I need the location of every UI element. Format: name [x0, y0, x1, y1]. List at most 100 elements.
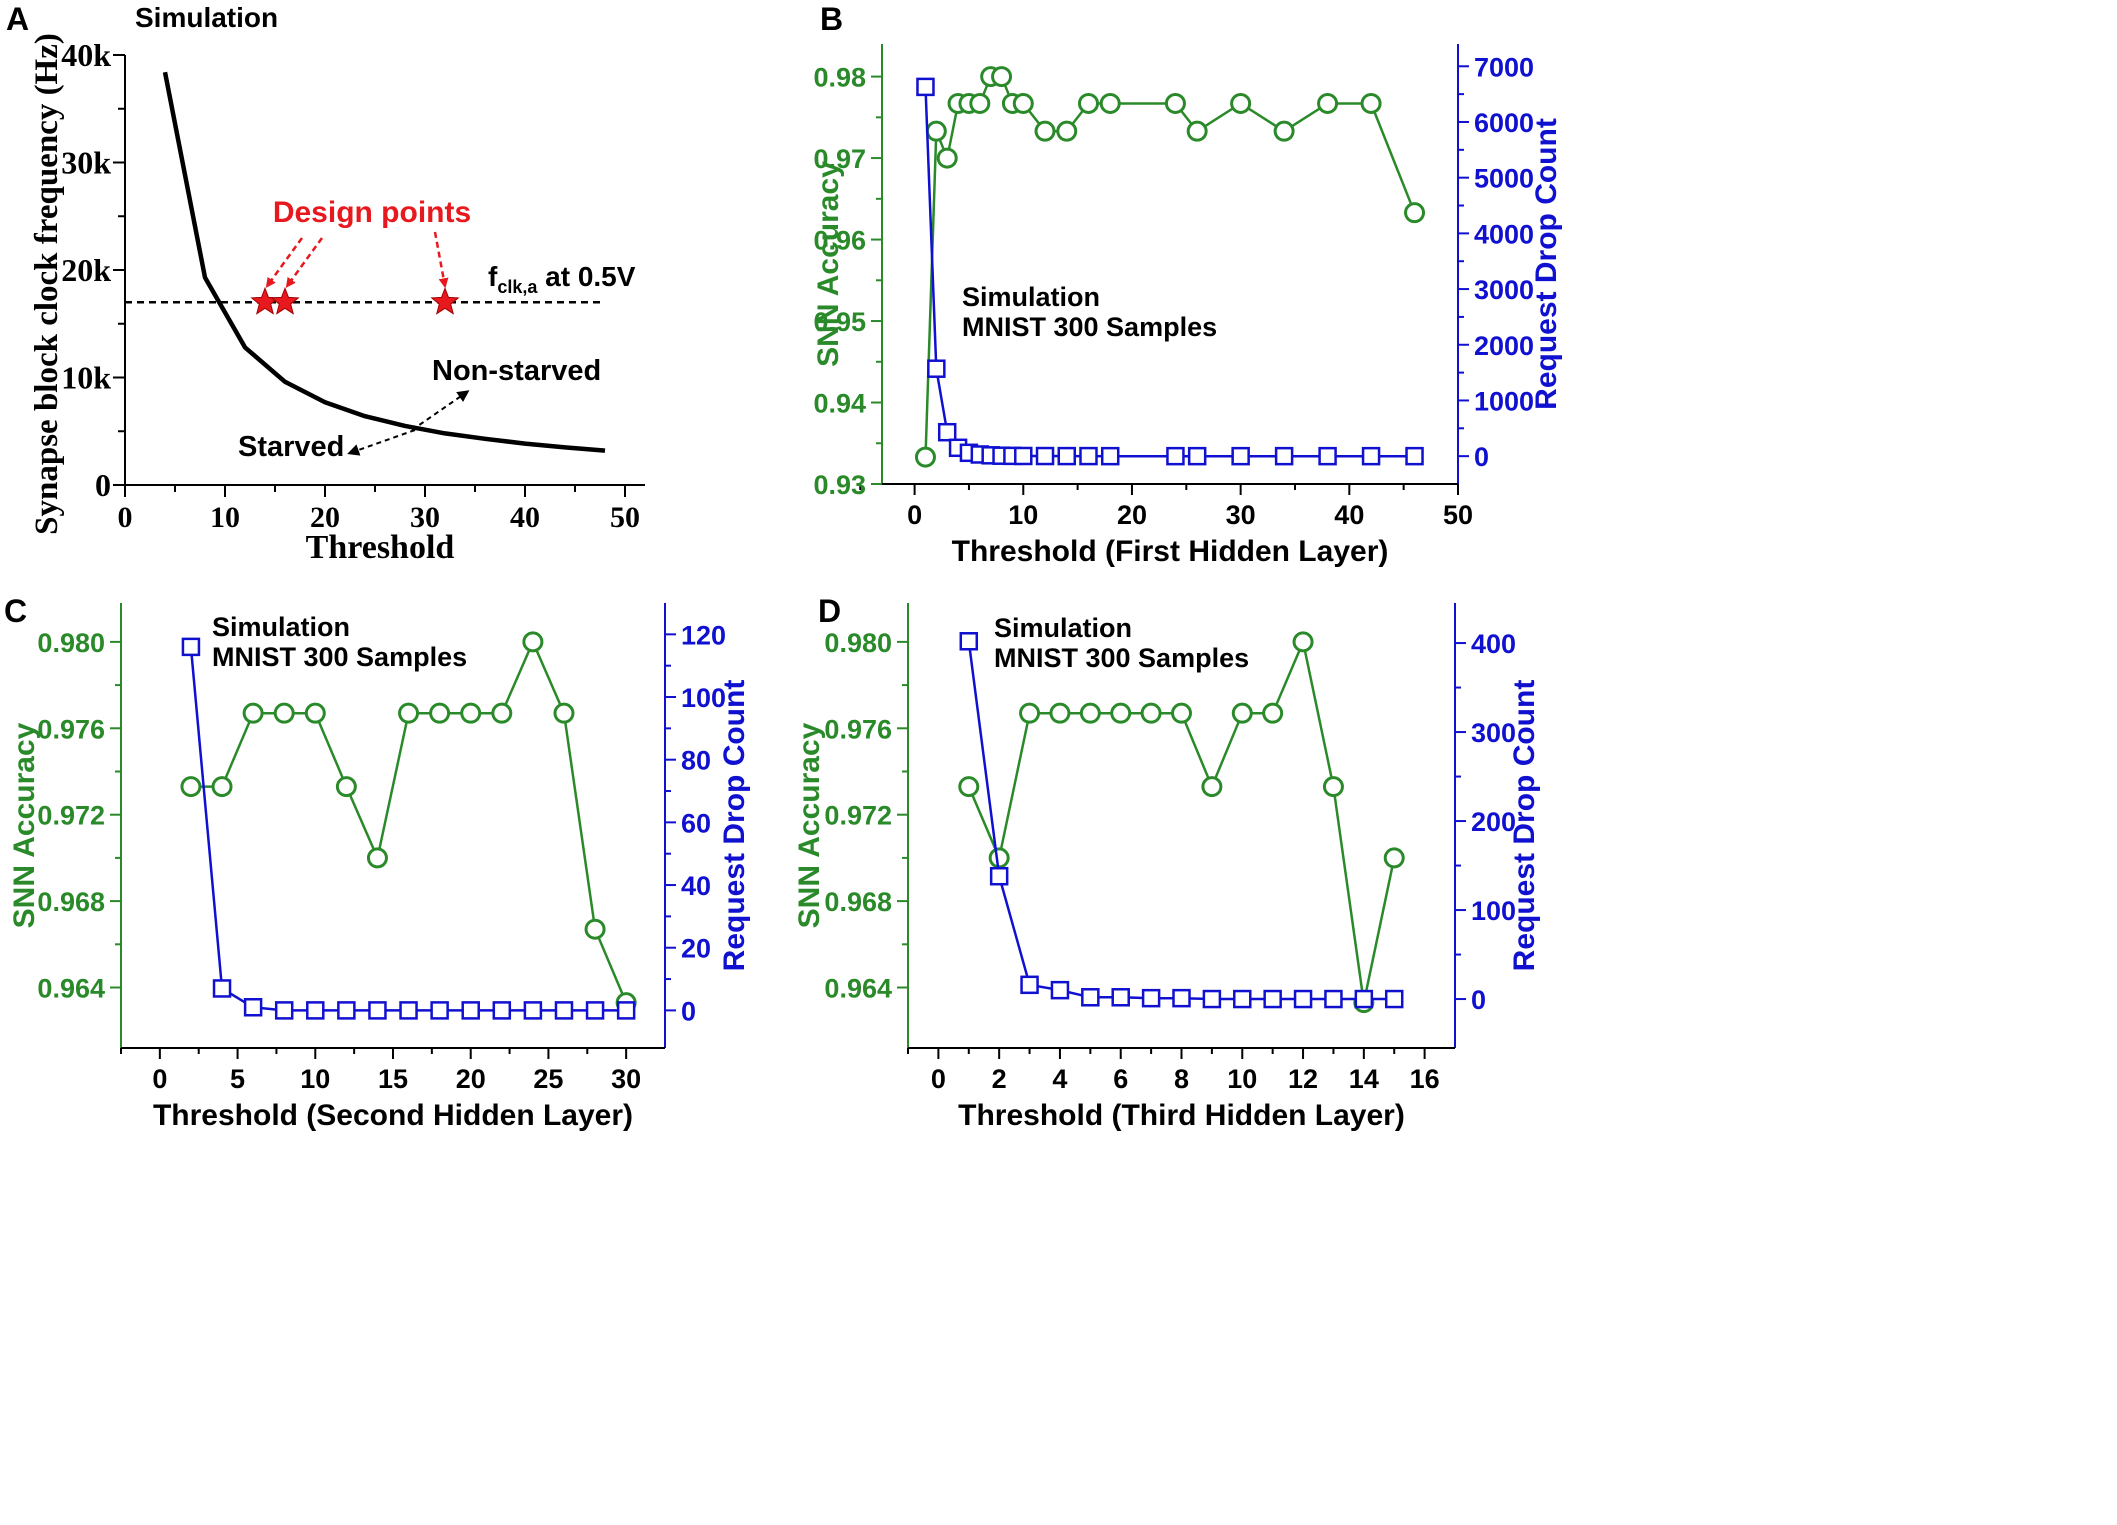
panel-a-subtitle: Simulation — [135, 2, 278, 33]
panel-b-left-tick-label: 0.95 — [813, 307, 866, 337]
panel-c-accuracy-point — [366, 847, 388, 869]
panel-a-x-tick-label: 40 — [510, 501, 540, 534]
panel-b-drop-point — [937, 422, 957, 442]
panel-b-accuracy-point — [1317, 92, 1339, 114]
panel-d-letter: D — [818, 593, 841, 629]
panel-a-x-tick-label: 20 — [310, 501, 340, 534]
panel-d-x-tick-label: 8 — [1174, 1064, 1189, 1094]
panel-b-accuracy-point — [991, 66, 1013, 88]
panel-b-accuracy-point — [1099, 92, 1121, 114]
panel-c-drop-point — [212, 979, 232, 998]
panel-c-left-tick-label: 0.980 — [37, 628, 105, 658]
panel-d-note-line1: Simulation — [994, 613, 1132, 643]
panel-d-left-tick-label: 0.976 — [824, 714, 892, 744]
panel-a-design-point-star — [430, 286, 460, 315]
panel-a-y-tick-label: 20k — [61, 252, 111, 288]
panel-a-x-tick-label: 0 — [118, 501, 133, 534]
panel-a-reference-label: fclk,a at 0.5V — [488, 261, 636, 297]
panel-a-starved-label: Starved — [238, 431, 344, 463]
panel-c-right-tick-label: 0 — [681, 996, 696, 1026]
panel-a-reference-label-part: at 0.5V — [537, 261, 635, 292]
panel-d-x-tick-label: 12 — [1288, 1064, 1318, 1094]
panel-d-x-tick-label: 10 — [1227, 1064, 1257, 1094]
panel-b-note-line2: MNIST 300 Samples — [962, 312, 1217, 342]
panel-d-left-label: SNN Accuracy — [793, 722, 826, 928]
panel-d-right-tick-label: 200 — [1471, 807, 1516, 837]
panel-c-x-tick-label: 20 — [456, 1064, 486, 1094]
panel-d-drop-point — [959, 632, 979, 651]
panel-c-left-tick-label: 0.972 — [37, 801, 105, 831]
panel-b-drop-point — [1166, 446, 1185, 466]
panel-c-accuracy-point — [491, 702, 513, 724]
panel-c-drop-point — [616, 1001, 636, 1020]
panel-c-x-tick-label: 10 — [300, 1064, 330, 1094]
panel-a-starved-arrow — [347, 429, 416, 456]
panel-a-y-tick-label: 0 — [95, 467, 111, 503]
panel-b-x-tick-label: 10 — [1008, 500, 1038, 530]
panel-d-right-tick-label: 100 — [1471, 896, 1516, 926]
panel-a-nonstarved-label: Non-starved — [432, 355, 601, 387]
panel-b-x-tick-label: 20 — [1117, 500, 1147, 530]
panel-b-note-line1: Simulation — [962, 282, 1100, 312]
panel-d-x-tick-label: 2 — [992, 1064, 1007, 1094]
panel-a-design-point-star — [270, 286, 300, 315]
panel-d-accuracy-point — [1231, 702, 1253, 724]
panel-d-drop-point — [1172, 988, 1191, 1008]
panel-d-x-tick-label: 16 — [1410, 1064, 1440, 1094]
panel-b-accuracy-point — [925, 120, 947, 142]
panel-b-accuracy-point — [1230, 92, 1252, 114]
panel-c-accuracy-point — [460, 702, 482, 724]
panel-c-x-tick-label: 15 — [378, 1064, 408, 1094]
panel-d-drop-point — [1081, 988, 1100, 1007]
panel-d-accuracy-point — [1079, 702, 1101, 724]
panel-a-x-tick-label: 50 — [610, 501, 640, 534]
panel-a-design-point-star — [250, 286, 280, 315]
panel-d-drop-point — [1324, 989, 1343, 1009]
panel-c-drop-point — [399, 1001, 418, 1020]
panel-d-right-tick-label: 0 — [1471, 985, 1486, 1015]
panel-c-left-tick-label: 0.968 — [37, 887, 105, 917]
panel-b-right-tick-label: 3000 — [1474, 275, 1534, 305]
panel-b-x-tick-label: 40 — [1334, 500, 1364, 530]
panel-a-design-point-arrow — [433, 231, 449, 289]
panel-a-y-label: Synapse block clock frequency (Hz) — [29, 33, 65, 535]
panel-c-accuracy-point — [398, 702, 420, 724]
panel-a-design-point-arrow — [285, 237, 324, 288]
panel-c-note-line2: MNIST 300 Samples — [212, 642, 467, 672]
panel-a-letter: A — [6, 1, 29, 37]
panel-c-drop-point — [306, 1001, 325, 1020]
panel-d-drop-point — [1233, 989, 1252, 1009]
panel-c-drop-point — [585, 1001, 605, 1020]
panel-b-right-tick-label: 6000 — [1474, 108, 1534, 138]
panel-c-accuracy-point — [180, 776, 202, 798]
panel-b-left-label: SNN Accuracy — [812, 161, 845, 367]
panel-b-accuracy-point — [914, 446, 936, 468]
panel-a-y-tick-label: 10k — [61, 360, 111, 396]
panel-c-accuracy-point — [211, 776, 233, 798]
panel-d-drop-point — [1263, 989, 1282, 1009]
panel-a: 0 10 20 30 40 50 0 10k 20k 30k 40k A Simulation Thres… — [6, 1, 645, 566]
panel-b-accuracy-point — [1034, 120, 1056, 142]
panel-b-drop-point — [1079, 446, 1098, 466]
panel-c-x-label: Threshold (Second Hidden Layer) — [153, 1099, 633, 1132]
panel-c-drop-point — [461, 1001, 480, 1020]
panel-d-right-tick-label: 400 — [1471, 629, 1516, 659]
panel-d: 0 2 4 6 8 10 12 14 16 0.964 0.968 0.972 0.976 0.980 0 1… — [793, 593, 1541, 1132]
panel-a-x-label: Threshold — [306, 529, 455, 566]
panel-c-left-tick-label: 0.964 — [37, 974, 105, 1004]
panel-d-accuracy-line — [967, 637, 1396, 1003]
panel-b-left-tick-label: 0.97 — [813, 144, 866, 174]
panel-b-accuracy-point — [1360, 92, 1382, 114]
panel-b-accuracy-point — [1077, 92, 1099, 114]
panel-b-accuracy-point — [936, 147, 958, 169]
panel-b-right-label: Request Drop Count — [1530, 118, 1563, 410]
panel-d-x-tick-label: 14 — [1349, 1064, 1379, 1094]
panel-b-accuracy-point — [1273, 120, 1295, 142]
panel-b-drop-point — [1405, 446, 1424, 466]
panel-d-x-label: Threshold (Third Hidden Layer) — [958, 1099, 1405, 1132]
panel-d-x-tick-label: 0 — [931, 1064, 946, 1094]
panel-d-drop-point — [1293, 989, 1313, 1009]
panel-d-drop-point — [1354, 989, 1374, 1009]
panel-a-design-points-label: Design points — [273, 196, 471, 229]
